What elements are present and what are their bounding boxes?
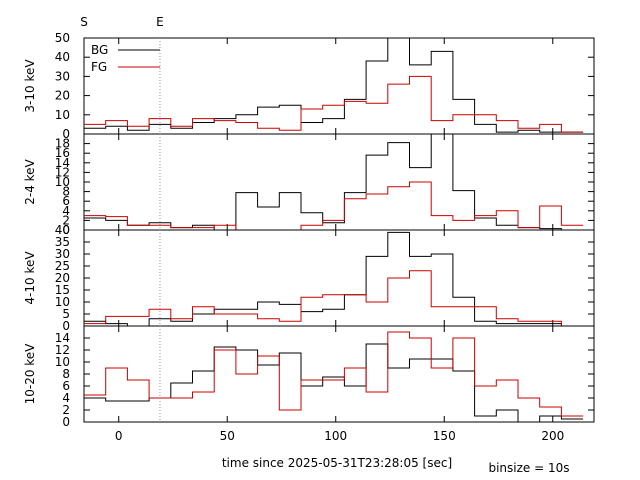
y-tick-label: 35 xyxy=(55,235,70,249)
series-bg-line xyxy=(84,231,584,327)
y-tick-label: 0 xyxy=(62,415,70,429)
y-tick-label: 14 xyxy=(55,156,70,170)
legend-label: FG xyxy=(91,60,107,74)
y-tick-label: 20 xyxy=(55,271,70,285)
y-tick-label: 6 xyxy=(62,194,70,208)
series-bg-line xyxy=(84,133,584,231)
y-tick-label: 40 xyxy=(55,50,70,64)
panel-frame xyxy=(83,325,595,423)
x-tick-label: 0 xyxy=(115,429,123,443)
y-tick-label: 8 xyxy=(62,367,70,381)
series-bg-line xyxy=(84,37,584,133)
y-tick-label: 8 xyxy=(62,185,70,199)
y-tick-label: 30 xyxy=(55,69,70,83)
series-fg-line xyxy=(84,331,584,417)
y-tick-label: 14 xyxy=(55,331,70,345)
y-tick-label: 5 xyxy=(62,307,70,321)
series-fg-line xyxy=(84,181,584,231)
y-axis-label: 3-10 keV xyxy=(23,59,37,113)
series-bg-line xyxy=(84,343,584,423)
y-tick-label: 15 xyxy=(55,283,70,297)
x-axis-label: time since 2025-05-31T23:28:05 [sec] xyxy=(222,456,452,470)
binsize-note: binsize = 10s xyxy=(488,461,569,475)
y-tick-label: 10 xyxy=(55,175,70,189)
y-tick-label: 0 xyxy=(62,319,70,333)
y-tick-label: 4 xyxy=(62,391,70,405)
panel-1: 0 10 20 30 40 50 3-10 keV xyxy=(23,31,595,141)
legend: BG FG xyxy=(91,43,160,74)
x-tick-label: 200 xyxy=(541,429,564,443)
y-tick-label: 10 xyxy=(55,295,70,309)
x-tick-label: 100 xyxy=(324,429,347,443)
y-tick-label: 50 xyxy=(55,31,70,45)
legend-label: BG xyxy=(91,43,108,57)
panel-frame xyxy=(83,37,595,135)
y-tick-label: 4 xyxy=(62,204,70,218)
y-tick-label: 30 xyxy=(55,247,70,261)
y-tick-label: 2 xyxy=(62,213,70,227)
y-axis-label: 10-20 keV xyxy=(23,343,37,405)
y-tick-label: 10 xyxy=(55,108,70,122)
series-fg-line xyxy=(84,270,584,327)
y-tick-label: 12 xyxy=(55,343,70,357)
x-tick-label: 50 xyxy=(220,429,235,443)
x-tick-label: 150 xyxy=(433,429,456,443)
y-axis-label: 2-4 keV xyxy=(23,158,37,204)
y-tick-label: 20 xyxy=(55,89,70,103)
marker-label: S xyxy=(80,15,88,29)
y-axis-label: 4-10 keV xyxy=(23,251,37,305)
y-tick-label: 6 xyxy=(62,379,70,393)
y-tick-label: 0 xyxy=(62,223,70,237)
y-tick-label: 10 xyxy=(55,355,70,369)
y-tick-label: 2 xyxy=(62,403,70,417)
series-fg-line xyxy=(84,75,584,133)
y-tick-label: 40 xyxy=(55,223,70,237)
y-tick-label: 18 xyxy=(55,137,70,151)
y-tick-label: 16 xyxy=(55,146,70,160)
y-tick-label: 25 xyxy=(55,259,70,273)
panel-frame xyxy=(83,229,595,327)
y-tick-label: 0 xyxy=(62,127,70,141)
marker-label: E xyxy=(156,15,164,29)
y-tick-label: 12 xyxy=(55,165,70,179)
